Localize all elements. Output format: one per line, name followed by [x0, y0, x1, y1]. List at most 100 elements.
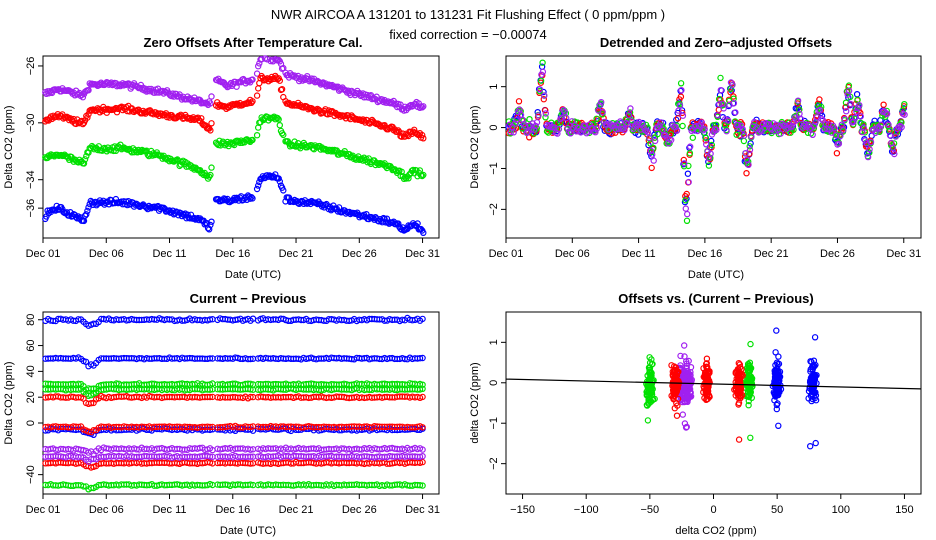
- data-point: [673, 412, 681, 419]
- data-point: [540, 95, 548, 103]
- data-point: [530, 126, 538, 133]
- data-point: [253, 131, 261, 139]
- data-point: [714, 112, 722, 119]
- data-point: [897, 122, 904, 130]
- data-point: [75, 386, 82, 393]
- y-tick-label: −36: [25, 199, 37, 218]
- data-point: [860, 124, 867, 131]
- data-point: [705, 162, 713, 169]
- data-point: [208, 164, 215, 171]
- data-point: [723, 127, 730, 135]
- data-point: [745, 161, 752, 168]
- data-point: [151, 89, 158, 96]
- data-point: [619, 125, 627, 132]
- data-point: [864, 153, 872, 161]
- data-point: [649, 151, 656, 158]
- data-point: [617, 118, 624, 125]
- y-tick-label: 80: [25, 314, 37, 326]
- data-point: [255, 182, 262, 189]
- data-point: [845, 87, 853, 95]
- data-point: [541, 92, 548, 99]
- y-tick-label: −1: [488, 417, 500, 430]
- data-point: [247, 423, 254, 431]
- data-point: [647, 140, 654, 147]
- figure-title-line2: fixed correction = −0.00074: [389, 27, 547, 42]
- data-point: [683, 190, 690, 198]
- y-tick-label: 1: [488, 339, 500, 345]
- data-point: [733, 131, 740, 138]
- data-point: [627, 105, 634, 112]
- data-point: [274, 114, 281, 122]
- data-point: [681, 160, 688, 167]
- data-point: [85, 204, 92, 211]
- data-point: [731, 118, 739, 125]
- data-point: [686, 149, 694, 157]
- data-point: [395, 220, 402, 227]
- data-point: [85, 86, 92, 94]
- data-point: [647, 147, 655, 154]
- data-point: [393, 128, 401, 135]
- data-point: [510, 129, 517, 136]
- data-point: [810, 124, 818, 132]
- plot-frame: [42, 55, 440, 239]
- data-point: [740, 137, 748, 145]
- data-point: [833, 149, 841, 157]
- data-point: [680, 162, 688, 170]
- data-point: [807, 443, 814, 450]
- panel-title: Detrended and Zero−adjusted Offsets: [600, 35, 832, 50]
- data-point: [657, 119, 665, 126]
- x-tick-label: Dec 31: [405, 504, 440, 516]
- data-point: [207, 100, 214, 107]
- data-point: [818, 115, 825, 122]
- data-point: [383, 215, 391, 222]
- data-point: [419, 424, 426, 431]
- data-point: [542, 114, 549, 121]
- data-point: [563, 114, 570, 122]
- data-point: [717, 86, 725, 94]
- data-point: [809, 131, 816, 138]
- data-point: [539, 59, 546, 66]
- y-tick-label: 0: [25, 420, 37, 426]
- x-tick-label: Dec 06: [89, 248, 124, 260]
- x-tick-label: Dec 16: [215, 248, 250, 260]
- data-point: [206, 355, 214, 362]
- data-point: [405, 175, 412, 182]
- data-point: [381, 215, 388, 223]
- data-point: [735, 436, 743, 443]
- data-point: [689, 134, 697, 141]
- data-point: [796, 106, 803, 113]
- data-point: [80, 160, 88, 167]
- data-point: [596, 102, 603, 109]
- data-point: [420, 171, 427, 179]
- y-axis-label: Delta CO2 (ppm): [3, 361, 15, 444]
- data-point: [645, 137, 653, 144]
- data-point: [708, 144, 715, 151]
- data-point: [528, 126, 535, 133]
- x-tick-label: Dec 31: [405, 248, 440, 260]
- data-point: [853, 108, 860, 115]
- fit-line: [505, 378, 922, 390]
- data-point: [208, 120, 215, 127]
- data-point: [205, 226, 213, 233]
- x-tick-label: Dec 11: [152, 248, 186, 260]
- data-point: [682, 197, 689, 204]
- data-point: [772, 349, 779, 356]
- data-point: [505, 118, 513, 125]
- figure-title-line1: NWR AIRCOA A 131201 to 131231 Fit Flushi…: [271, 7, 665, 22]
- data-point: [564, 124, 571, 132]
- data-point: [539, 68, 547, 76]
- data-point: [732, 109, 739, 116]
- data-point: [419, 354, 426, 362]
- y-axis-label: Delta CO2 (ppm): [3, 105, 15, 188]
- data-point: [683, 217, 691, 224]
- data-point: [656, 122, 663, 129]
- data-point: [638, 120, 646, 128]
- data-point: [206, 423, 214, 431]
- data-point: [700, 127, 707, 134]
- data-point: [420, 229, 427, 236]
- data-point: [574, 124, 582, 132]
- data-point: [571, 118, 578, 125]
- data-point: [526, 115, 533, 123]
- x-tick-label: Dec 11: [152, 504, 186, 516]
- data-point: [537, 77, 545, 84]
